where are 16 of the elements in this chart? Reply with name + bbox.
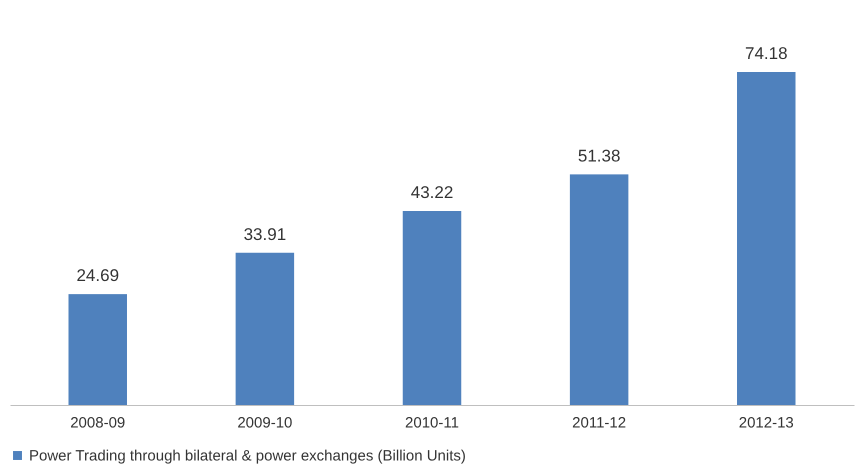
bar bbox=[737, 72, 796, 405]
legend-label: Power Trading through bilateral & power exchanges (Billion Units) bbox=[29, 448, 466, 464]
bar bbox=[570, 174, 628, 405]
x-tick-label: 2012-13 bbox=[738, 414, 794, 432]
x-tick-label: 2011-12 bbox=[572, 414, 626, 432]
bar bbox=[402, 210, 462, 405]
bar bbox=[68, 294, 127, 405]
data-label: 51.38 bbox=[578, 146, 620, 166]
data-label: 74.18 bbox=[744, 44, 788, 63]
data-label: 33.91 bbox=[244, 224, 286, 244]
x-tick-label: 2008-09 bbox=[70, 414, 126, 432]
data-label: 24.69 bbox=[76, 266, 120, 286]
data-label: 43.22 bbox=[410, 182, 454, 202]
x-tick-label: 2009-10 bbox=[237, 414, 292, 432]
x-tick-label: 2010-11 bbox=[405, 414, 459, 432]
bar bbox=[236, 252, 294, 405]
